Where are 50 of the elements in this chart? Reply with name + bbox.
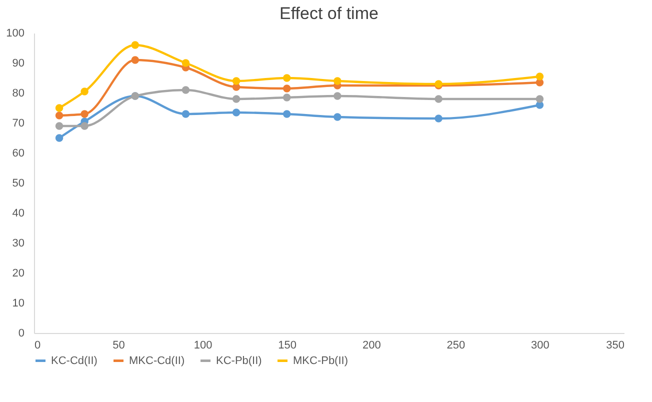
y-tick-label: 0 bbox=[18, 328, 24, 340]
point bbox=[182, 59, 190, 67]
point bbox=[80, 122, 88, 130]
y-tick-label: 30 bbox=[12, 238, 24, 250]
point bbox=[334, 77, 342, 85]
x-tick-label: 250 bbox=[446, 340, 466, 352]
y-tick-label: 70 bbox=[12, 118, 24, 130]
point bbox=[55, 134, 64, 142]
point bbox=[434, 114, 442, 122]
point bbox=[80, 110, 88, 118]
legend-label: KC-Cd(II) bbox=[51, 354, 98, 367]
y-tick-label: 40 bbox=[12, 208, 24, 220]
y-tick-label: 80 bbox=[12, 88, 24, 100]
x-tick-label: 300 bbox=[531, 340, 550, 352]
point bbox=[131, 56, 140, 64]
point bbox=[55, 112, 64, 120]
y-tick-label: 60 bbox=[12, 148, 24, 160]
y-tick-label: 90 bbox=[12, 58, 24, 70]
point bbox=[282, 84, 291, 92]
y-tick-label: 50 bbox=[12, 178, 24, 190]
x-tick-label: 100 bbox=[194, 340, 212, 352]
y-tick-label: 10 bbox=[12, 298, 24, 310]
point bbox=[232, 108, 240, 116]
point bbox=[55, 122, 64, 130]
point bbox=[282, 94, 291, 102]
point bbox=[80, 88, 88, 96]
y-tick-label: 20 bbox=[12, 268, 24, 280]
y-tick-label: 100 bbox=[6, 28, 24, 40]
point bbox=[282, 110, 291, 118]
point bbox=[282, 74, 291, 82]
legend-label: MKC-Pb(II) bbox=[293, 354, 348, 367]
legend-label: MKC-Cd(II) bbox=[129, 354, 185, 367]
point bbox=[182, 86, 190, 94]
point bbox=[434, 95, 442, 103]
point bbox=[536, 95, 544, 103]
point bbox=[55, 104, 64, 112]
chart-title: Effect of time bbox=[280, 4, 378, 23]
x-tick-label: 0 bbox=[34, 340, 41, 352]
point bbox=[334, 92, 342, 100]
point bbox=[536, 72, 544, 80]
x-tick-label: 200 bbox=[362, 340, 381, 352]
x-tick-label: 350 bbox=[606, 340, 624, 352]
point bbox=[131, 41, 140, 49]
point bbox=[182, 110, 190, 118]
x-tick-label: 150 bbox=[278, 340, 297, 352]
x-tick-label: 50 bbox=[112, 340, 125, 352]
point bbox=[232, 95, 240, 103]
point bbox=[334, 113, 342, 121]
point bbox=[232, 77, 240, 85]
legend-label: KC-Pb(II) bbox=[216, 354, 262, 367]
